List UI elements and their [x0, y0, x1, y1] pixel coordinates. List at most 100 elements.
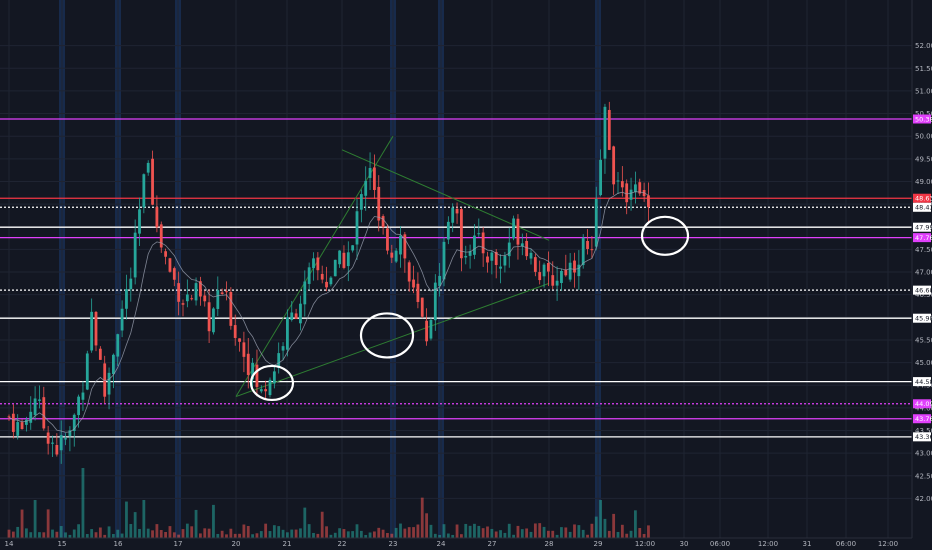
candle-body: [38, 399, 41, 401]
candle-body: [359, 194, 363, 210]
volume-bar: [368, 532, 372, 538]
candle-body: [320, 273, 324, 280]
time-axis[interactable]: 14 15 16 17 20 21 22 23 24 27 28 29 12:00 30 06:00 12:0…: [0, 537, 932, 550]
volume-bar: [229, 528, 233, 538]
volume-bar: [255, 533, 259, 538]
volume-bar: [490, 528, 494, 538]
time-tick-label: 06:00: [710, 540, 730, 548]
level-badge: [913, 313, 931, 323]
volume-bar: [394, 527, 398, 538]
candle-body: [520, 243, 524, 247]
time-tick-label: 24: [437, 540, 446, 548]
volume-bar: [272, 525, 276, 538]
volume-bar: [320, 511, 324, 538]
candle-body: [125, 289, 128, 309]
level-badge-label: 44.58: [915, 378, 932, 386]
candle-body: [494, 251, 498, 265]
time-tick-label: 06:00: [836, 540, 856, 548]
volume-bar: [560, 527, 563, 538]
volume-bar: [338, 528, 341, 538]
candle-body: [116, 334, 120, 357]
circle-annotation[interactable]: [640, 215, 690, 256]
volume-bar: [342, 529, 346, 538]
candle-body: [133, 232, 137, 278]
volume-bar: [220, 530, 224, 538]
level-badge-label: 48.43: [915, 204, 932, 212]
candle-body: [255, 364, 259, 387]
volume-bar: [312, 532, 315, 538]
candle-body: [412, 279, 415, 288]
candle-body: [564, 269, 568, 276]
volume-bar: [151, 530, 154, 538]
candle-body: [64, 438, 67, 440]
circle-annotation[interactable]: [249, 364, 295, 402]
volume-bar: [438, 534, 442, 538]
volume-bar: [316, 533, 320, 538]
candle-body: [351, 245, 355, 251]
time-tick-label: 12:00: [878, 540, 898, 548]
volume-bar: [642, 533, 646, 538]
volume-bar: [399, 523, 402, 538]
volume-bar: [634, 510, 637, 538]
volume-bar: [420, 497, 424, 538]
level-badge: [913, 432, 931, 442]
trendline[interactable]: [235, 282, 550, 398]
price-axis[interactable]: 52.0051.5051.0050.5050.0049.5049.0048.50…: [911, 0, 932, 550]
candle-body: [290, 312, 294, 320]
candle-body: [446, 221, 450, 240]
candle-body: [581, 237, 585, 266]
candle-body: [325, 281, 328, 288]
candle-body: [468, 251, 472, 256]
volume-bar: [499, 530, 502, 538]
circle-annotations[interactable]: [249, 215, 690, 402]
level-badge-label: 48.63: [915, 195, 932, 203]
price-axis-background: [912, 0, 932, 550]
candle-body: [172, 268, 176, 280]
candle-body: [177, 283, 181, 302]
volume-bar: [429, 524, 433, 538]
candle-body: [386, 228, 389, 251]
candle-body: [77, 396, 80, 416]
price-tick-label: 43.50: [915, 427, 932, 435]
candle-body: [212, 308, 215, 333]
volume-bar: [451, 534, 455, 538]
volume-bar: [607, 530, 611, 538]
volume-bar: [355, 524, 359, 538]
volume-bar: [359, 530, 363, 538]
volume-bar: [107, 526, 111, 538]
candle-body: [638, 182, 642, 194]
time-tick-label: 17: [174, 540, 183, 548]
volume-bar: [90, 529, 94, 538]
level-badge-label: 47.76: [915, 234, 932, 242]
candle-body: [151, 158, 154, 205]
volume-bar: [386, 533, 389, 538]
volume-bar: [46, 509, 50, 538]
circle-annotation[interactable]: [359, 312, 415, 359]
volume-bar: [620, 524, 624, 538]
candle-body: [207, 302, 211, 332]
candle-body: [138, 209, 141, 234]
candle-body: [373, 167, 376, 190]
volume-bar: [185, 523, 189, 538]
volume-bar: [520, 529, 524, 538]
volume-bar: [346, 531, 350, 538]
volume-bar: [442, 524, 446, 538]
candle-body: [103, 363, 107, 397]
candle-body: [312, 258, 315, 269]
candle-body: [294, 313, 298, 320]
volume-bar: [133, 512, 137, 538]
volume-bar: [155, 524, 159, 538]
volume-bar: [529, 531, 533, 538]
volume-bar: [290, 529, 294, 538]
candle-body: [338, 250, 341, 265]
level-badge-label: 47.99: [915, 224, 932, 232]
horizontal-levels[interactable]: [0, 118, 912, 438]
candle-body: [333, 259, 337, 277]
grid-lines: [0, 0, 912, 538]
volume-bar: [603, 518, 607, 538]
time-tick-label: 22: [338, 540, 347, 548]
candle-body: [16, 422, 20, 436]
volume-bar: [251, 534, 254, 538]
candle-body: [420, 297, 424, 317]
